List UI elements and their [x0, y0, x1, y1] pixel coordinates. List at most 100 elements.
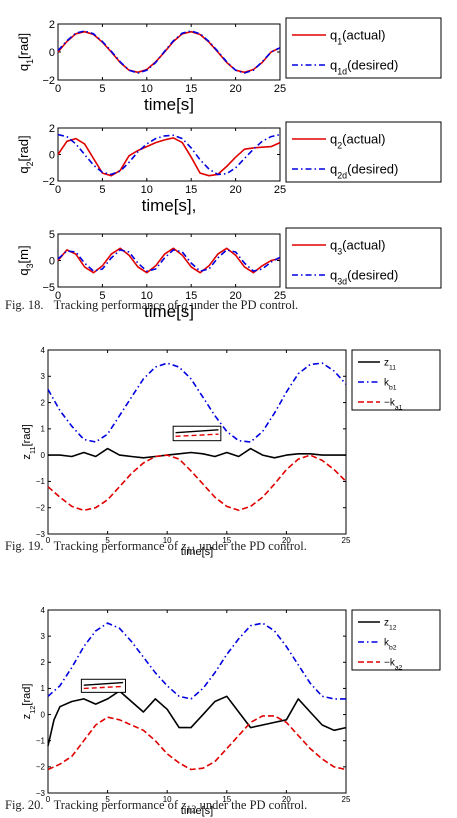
- x-tick-label: 0: [55, 184, 61, 196]
- x-axis-label: time[s]: [181, 546, 213, 558]
- x-tick-label: 10: [141, 83, 153, 95]
- legend-box: [285, 227, 442, 289]
- legend-label-1: q3(actual): [330, 238, 386, 257]
- x-tick-label: 10: [163, 536, 172, 545]
- y-tick-label: 4: [41, 346, 46, 355]
- legend-label-2: kb1: [384, 378, 397, 392]
- legend-box: [351, 609, 441, 671]
- caption-fig19: Fig. 19. Tracking performance of z11 unde…: [5, 539, 307, 557]
- y-axis-label: q3[m]: [16, 245, 35, 275]
- x-tick-label: 25: [274, 184, 286, 196]
- x-axis-label: time[s]: [144, 95, 194, 114]
- zoom-inset-line-2: [175, 433, 219, 438]
- caption-text-end: under the PD control.: [196, 798, 308, 812]
- caption-fig20: Fig. 20. Tracking performance of z12 unde…: [5, 798, 307, 816]
- chart-z11: 0 5 10 15 20 25 −3 −2 −1 0 1 2 3 4 time[s] z11[rad] z11 k…: [21, 346, 441, 558]
- y-tick-label: 0: [49, 149, 55, 161]
- y-tick-label: 2: [41, 658, 46, 667]
- legend-label-1: q1(actual): [330, 28, 386, 47]
- series-line-3: [47, 454, 347, 512]
- y-tick-label: −2: [36, 763, 46, 772]
- legend-box: [285, 17, 442, 79]
- y-tick-label: 0: [41, 710, 46, 719]
- y-tick-label: −1: [36, 737, 46, 746]
- x-tick-label: 25: [274, 290, 286, 302]
- caption-symbol: z: [181, 798, 187, 812]
- zoom-inset-box: [80, 678, 126, 693]
- caption-label: Fig. 18.: [5, 298, 44, 312]
- y-tick-label: −3: [36, 530, 46, 539]
- legend-label-2: kb2: [384, 638, 397, 652]
- series-line-3: [47, 715, 347, 771]
- x-tick-label: 0: [46, 795, 51, 804]
- legend-label-3: −ka2: [384, 658, 403, 672]
- y-tick-label: 1: [41, 684, 46, 693]
- series-line-1: [57, 30, 281, 74]
- x-tick-label: 20: [282, 795, 291, 804]
- y-tick-label: 4: [41, 606, 46, 615]
- y-axis-label: q2[rad]: [16, 135, 35, 173]
- y-tick-label: 2: [49, 123, 55, 135]
- zoom-inset-line-1: [83, 681, 124, 686]
- x-tick-label: 20: [229, 83, 241, 95]
- y-tick-label: 2: [49, 19, 55, 31]
- x-tick-label: 5: [99, 290, 105, 302]
- y-tick-label: 2: [41, 398, 46, 407]
- x-tick-label: 5: [99, 83, 105, 95]
- caption-text: Tracking performance of: [53, 539, 182, 553]
- x-tick-label: 25: [342, 795, 351, 804]
- series-line-2: [47, 362, 347, 443]
- legend-box: [285, 121, 442, 183]
- y-tick-label: −1: [36, 477, 46, 486]
- caption-subscript: 12: [186, 804, 197, 816]
- y-axis-label: z11[rad]: [21, 424, 37, 459]
- x-tick-label: 0: [55, 290, 61, 302]
- y-tick-label: 0: [49, 255, 55, 267]
- x-tick-label: 20: [229, 184, 241, 196]
- x-tick-label: 5: [105, 795, 110, 804]
- y-tick-label: 5: [49, 229, 55, 241]
- x-tick-label: 25: [274, 83, 286, 95]
- series-line-1: [57, 247, 281, 274]
- x-axis-label: time[s]: [144, 302, 194, 321]
- y-tick-label: 0: [41, 451, 46, 460]
- legend-label-2: q2d(desired): [330, 162, 398, 181]
- y-tick-label: 3: [41, 372, 46, 381]
- x-tick-label: 15: [185, 83, 197, 95]
- caption-text-end: under the PD control.: [196, 539, 307, 553]
- y-tick-label: 3: [41, 632, 46, 641]
- caption-symbol: q: [181, 298, 188, 312]
- series-line-2: [47, 622, 346, 700]
- y-axis-label: q1[rad]: [16, 33, 35, 71]
- plot-frame: [47, 609, 347, 794]
- x-tick-label: 5: [99, 184, 105, 196]
- y-tick-label: −3: [36, 789, 46, 798]
- x-tick-label: 10: [141, 184, 153, 196]
- plot-frame: [47, 349, 347, 535]
- x-tick-label: 0: [55, 83, 61, 95]
- legend-label-2: q1d(desired): [330, 58, 398, 77]
- caption-symbol: z: [181, 539, 187, 553]
- caption-label: Fig. 19.: [5, 539, 44, 553]
- legend-label-1: z11: [384, 358, 396, 372]
- x-tick-label: 0: [46, 536, 51, 545]
- x-tick-label: 15: [222, 536, 231, 545]
- y-tick-label: −2: [36, 504, 46, 513]
- x-tick-label: 15: [185, 184, 197, 196]
- x-tick-label: 20: [229, 290, 241, 302]
- series-line-2: [57, 133, 281, 176]
- series-line-2: [57, 30, 281, 74]
- zoom-inset-line-2: [83, 685, 124, 690]
- x-axis-label: time[s],: [142, 196, 197, 215]
- series-line-1: [48, 447, 346, 459]
- x-tick-label: 25: [342, 536, 351, 545]
- x-tick-label: 20: [282, 536, 291, 545]
- x-tick-label: 15: [185, 290, 197, 302]
- series-line-2: [57, 249, 281, 272]
- y-tick-label: 1: [41, 425, 46, 434]
- chart-q3: 0 5 10 15 20 25−505time[s]q3[m]q3(actual)q3d(…: [16, 227, 442, 321]
- legend-box: [351, 349, 441, 411]
